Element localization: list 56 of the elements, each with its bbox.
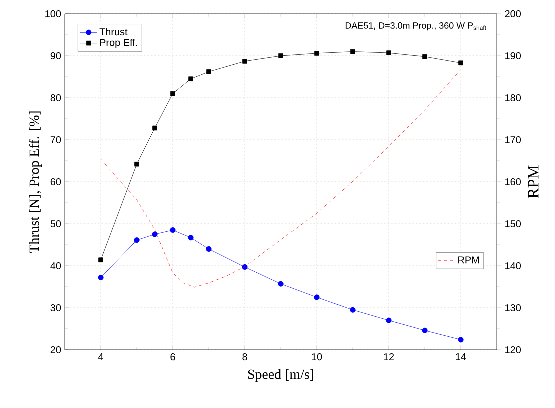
y-tick-label: 50 (50, 220, 62, 228)
x-tick-label: 10 (312, 354, 322, 361)
y2-tick-label: 200 (505, 10, 522, 18)
y-tick-label: 100 (46, 10, 62, 18)
point (314, 294, 320, 300)
x-tick-label: 8 (242, 354, 248, 361)
y2-tick-label: 180 (506, 94, 522, 102)
y2-tick-label: 150 (506, 220, 522, 228)
y-tick-label: 20 (50, 346, 62, 354)
point (170, 91, 176, 96)
y-tick-label: 70 (50, 136, 62, 144)
y2-tick-label: 160 (506, 178, 522, 186)
point (386, 50, 392, 56)
y-tick-label: 80 (50, 94, 62, 102)
point (98, 258, 104, 263)
legend-label: Thrust (100, 28, 128, 36)
legend-label: Prop Eff. (100, 38, 138, 48)
point (170, 228, 176, 234)
y-tick-label: 40 (50, 262, 62, 270)
point (458, 337, 464, 343)
y-axis-title: Thrust [N], Prop Eff. [%] (29, 112, 42, 254)
point (422, 54, 428, 60)
y2-tick-label: 190 (506, 52, 522, 60)
y2-tick-label: 130 (506, 304, 522, 312)
point (134, 162, 140, 167)
x-tick-label: 14 (456, 354, 466, 360)
x-tick-label: 6 (170, 354, 176, 361)
point (278, 281, 284, 287)
point (422, 328, 428, 334)
y2-axis-title: RPM (528, 166, 539, 198)
point (386, 318, 392, 324)
y2-tick-label: 140 (506, 262, 522, 270)
point (134, 238, 140, 244)
point (206, 70, 212, 74)
point (188, 76, 194, 82)
point (242, 59, 248, 64)
legend-label: RPM (458, 256, 480, 264)
point (152, 232, 158, 238)
y-tick-label: 60 (50, 178, 62, 186)
point (206, 246, 212, 252)
y-tick-label: 30 (50, 304, 62, 312)
point (314, 51, 320, 56)
x-tick-label: 12 (384, 354, 394, 360)
x-tick-label: 4 (98, 354, 104, 360)
point (152, 126, 158, 131)
y-tick-label: 90 (50, 52, 62, 60)
text: DAE51, D=3.0m Prop., 360 W P$_{shaft}$ (346, 22, 486, 31)
point (458, 60, 464, 66)
point (98, 274, 104, 281)
x-axis-title: Speed [m/s] (248, 369, 314, 382)
y2-tick-label: 120 (506, 346, 522, 354)
point (350, 49, 356, 54)
point (350, 307, 356, 313)
point (188, 235, 194, 241)
point (278, 54, 284, 58)
y2-tick-label: 170 (506, 136, 522, 144)
